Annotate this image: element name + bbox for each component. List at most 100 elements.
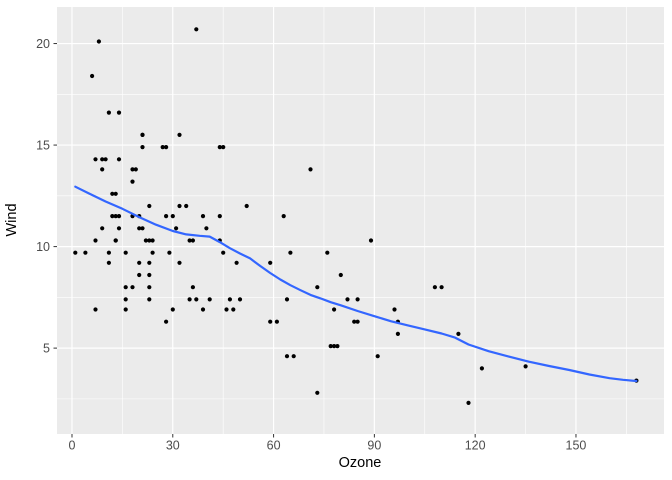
data-point [160,145,165,150]
data-point [190,285,195,290]
data-point [395,331,400,336]
data-point [170,214,175,219]
data-point [274,319,279,324]
data-point [479,366,484,371]
data-point [137,272,142,278]
data-point [268,260,273,265]
data-point [143,238,148,243]
y-tick-label: 20 [36,37,50,51]
data-point [221,145,226,150]
data-point [147,285,152,290]
data-point [116,110,122,115]
data-point [123,297,128,302]
x-tick-label: 0 [69,439,76,453]
data-point [100,157,105,162]
data-point [130,285,135,290]
data-point [190,238,195,243]
data-point [93,238,98,243]
data-point [137,260,142,265]
loess-smooth-line [74,185,638,383]
data-point [100,226,105,231]
data-point [116,157,122,162]
data-point [281,214,286,219]
data-point [164,319,169,324]
data-point [110,191,115,196]
data-point [345,297,350,302]
data-point [113,214,118,219]
data-point [315,390,320,395]
data-point [133,167,138,172]
data-point [147,272,152,278]
data-point [375,354,380,359]
data-point [207,297,212,302]
x-tick-label: 60 [267,439,281,453]
y-axis-title: Wind [4,203,20,236]
data-point [106,250,111,255]
data-point [93,307,98,312]
data-point [200,307,206,312]
data-point [466,400,471,405]
x-tick-label: 150 [566,439,587,453]
data-point [234,260,239,265]
data-point [164,214,169,219]
data-point [332,344,337,349]
data-point [147,260,152,265]
data-point [315,285,320,290]
data-point [147,238,152,243]
x-tick-label: 90 [367,439,381,453]
data-point [284,297,290,302]
data-point [432,285,437,290]
data-point [523,364,528,369]
data-point [130,179,135,184]
data-point [137,226,142,231]
data-point [392,307,397,312]
x-tick-label: 30 [166,439,180,453]
data-point [150,238,155,243]
data-point [150,250,155,255]
data-point [123,285,128,290]
data-point [200,214,206,219]
data-point [194,27,199,32]
data-point [140,226,145,231]
data-point [174,226,179,231]
data-point [335,344,340,349]
data-point [187,297,192,302]
data-point [224,307,229,312]
data-point [93,157,98,162]
data-point [116,226,122,231]
data-point [103,157,108,162]
data-point [332,307,337,312]
data-point [217,214,222,219]
data-point [328,344,333,349]
data-point [184,203,189,209]
data-point [325,250,330,255]
data-point [284,354,290,359]
data-point [123,250,128,255]
data-point [106,110,111,115]
data-point [90,73,95,79]
data-point [83,250,88,255]
y-tick-label: 15 [36,139,50,153]
data-point [338,272,343,278]
y-tick-label: 5 [43,342,50,356]
data-point [147,203,152,209]
data-point [237,297,243,302]
data-point [244,203,249,209]
data-point [308,167,313,172]
data-point [113,238,118,243]
data-point [100,167,105,172]
data-point [96,39,101,44]
data-point [355,319,360,324]
data-point [227,297,232,302]
data-point [177,260,182,265]
data-point [167,250,172,255]
data-point [110,214,115,219]
data-point [140,145,145,150]
data-point [177,203,182,209]
x-axis-title: Ozone [339,455,382,471]
data-point [113,191,118,196]
data-point [204,226,209,231]
data-point [231,307,236,312]
